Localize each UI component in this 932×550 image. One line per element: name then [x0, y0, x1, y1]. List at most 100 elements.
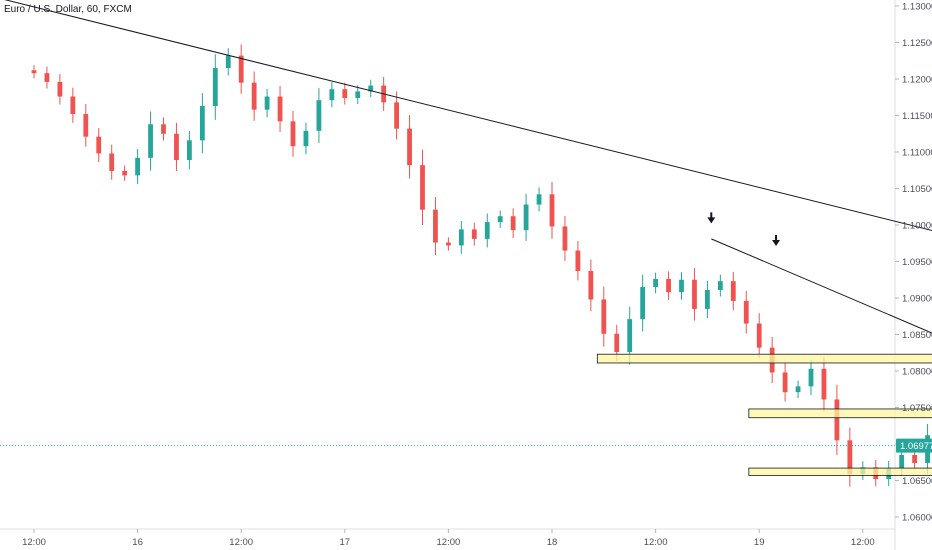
- time-tick-label: 19: [754, 537, 765, 548]
- candle-body: [834, 399, 840, 441]
- candle-body: [705, 289, 710, 309]
- candle-body: [692, 279, 697, 309]
- drawings-layer: [0, 0, 932, 476]
- zone-middle[interactable]: [748, 408, 932, 419]
- candle-body: [355, 91, 361, 98]
- candle-body: [808, 368, 814, 387]
- price-tick-label: 1.08000: [902, 367, 932, 378]
- candle-body: [31, 70, 37, 74]
- price-tick-label: 1.08500: [902, 330, 932, 341]
- candle-body: [912, 454, 917, 463]
- price-tick-label: 1.13000: [902, 2, 932, 13]
- candle-body: [484, 222, 490, 239]
- candle-body: [458, 229, 464, 246]
- candle-body: [782, 372, 788, 393]
- candle-body: [342, 89, 348, 98]
- candle-body: [83, 114, 89, 137]
- time-tick-label: 16: [132, 537, 143, 548]
- price-tick-label: 1.12500: [902, 38, 932, 49]
- candle-body: [510, 216, 516, 231]
- candle-body: [316, 100, 322, 131]
- candle-body: [471, 229, 477, 239]
- time-tick-label: 12:00: [229, 537, 253, 548]
- candle-body: [238, 55, 244, 83]
- candle-body: [109, 153, 115, 171]
- candle-body: [536, 194, 542, 205]
- candle-body: [433, 209, 438, 243]
- candle-body: [251, 82, 257, 110]
- candle-body: [148, 124, 153, 158]
- candle-body: [199, 106, 205, 141]
- candle-body: [614, 333, 620, 353]
- candle-body: [627, 319, 633, 353]
- candle-body: [575, 250, 581, 271]
- candle-body: [653, 279, 658, 288]
- candle-body: [290, 121, 296, 147]
- candle-body: [407, 128, 412, 166]
- time-axis[interactable]: 12:00 16 12:00 17 12:00 18 12:00 19 12:00: [22, 529, 875, 548]
- candle-body: [303, 130, 309, 147]
- price-tick-label: 1.09500: [902, 257, 932, 268]
- candle-body: [640, 287, 646, 320]
- candle-body: [549, 194, 555, 227]
- candle-body: [717, 281, 723, 290]
- candle-body: [420, 165, 425, 210]
- price-tick-label: 1.11500: [902, 111, 932, 122]
- time-tick-label: 12:00: [437, 537, 461, 548]
- price-tick-label: 1.12000: [902, 75, 932, 86]
- candle-body: [225, 55, 231, 69]
- candle-body: [174, 133, 179, 161]
- trendline-short[interactable]: [711, 238, 932, 464]
- current-price-label: 1.06977: [900, 441, 932, 452]
- trendline-long[interactable]: [0, 0, 932, 315]
- time-tick-label: 12:00: [22, 537, 46, 548]
- candle-body: [601, 299, 607, 334]
- down-arrow-marker-icon: [707, 217, 716, 224]
- candle-body: [329, 89, 335, 101]
- candle-body: [212, 68, 218, 107]
- current-price-tag[interactable]: [896, 438, 932, 453]
- candle-body: [446, 242, 451, 246]
- time-tick-label: 12:00: [851, 537, 875, 548]
- candle-body: [795, 386, 801, 393]
- time-tick-label: 17: [340, 537, 351, 548]
- time-tick-label: 18: [547, 537, 558, 548]
- candle-body: [277, 96, 283, 122]
- price-tick-label: 1.07500: [902, 403, 932, 414]
- price-axis[interactable]: 1.13000 1.12500 1.12000 1.11500 1.11000 1.105…: [0, 2, 932, 524]
- zone-support[interactable]: [748, 467, 932, 476]
- candle-body: [368, 85, 374, 92]
- down-arrow-marker-icon: [772, 240, 781, 247]
- candle-body: [122, 170, 128, 176]
- candle-body: [588, 270, 594, 300]
- price-tick-label: 1.10500: [902, 184, 932, 195]
- price-tick-label: 1.06000: [902, 513, 932, 524]
- candle-body: [96, 136, 102, 154]
- zone-resistance[interactable]: [596, 353, 932, 364]
- candle-body: [666, 279, 671, 293]
- candle-body: [497, 216, 503, 223]
- candle-body: [562, 226, 568, 251]
- candle-body: [730, 281, 736, 301]
- candle-body: [394, 102, 399, 129]
- price-tick-label: 1.06500: [902, 476, 932, 487]
- candle-body: [161, 124, 166, 134]
- candle-body: [756, 323, 762, 348]
- candle-body: [821, 368, 827, 400]
- candle-body: [679, 279, 684, 293]
- chart-title: Euro / U.S. Dollar, 60, FXCM: [4, 4, 132, 15]
- candles-layer: [31, 44, 930, 487]
- price-tick-label: 1.11000: [902, 148, 932, 159]
- price-tick-label: 1.10000: [902, 221, 932, 232]
- candle-body: [70, 96, 76, 115]
- candle-body: [899, 454, 905, 469]
- candle-body: [264, 96, 270, 110]
- price-tick-label: 1.09000: [902, 294, 932, 305]
- time-tick-label: 12:00: [644, 537, 668, 548]
- candle-body: [743, 300, 749, 324]
- candle-body: [57, 81, 63, 97]
- candle-body: [523, 204, 529, 231]
- candle-body: [847, 440, 853, 474]
